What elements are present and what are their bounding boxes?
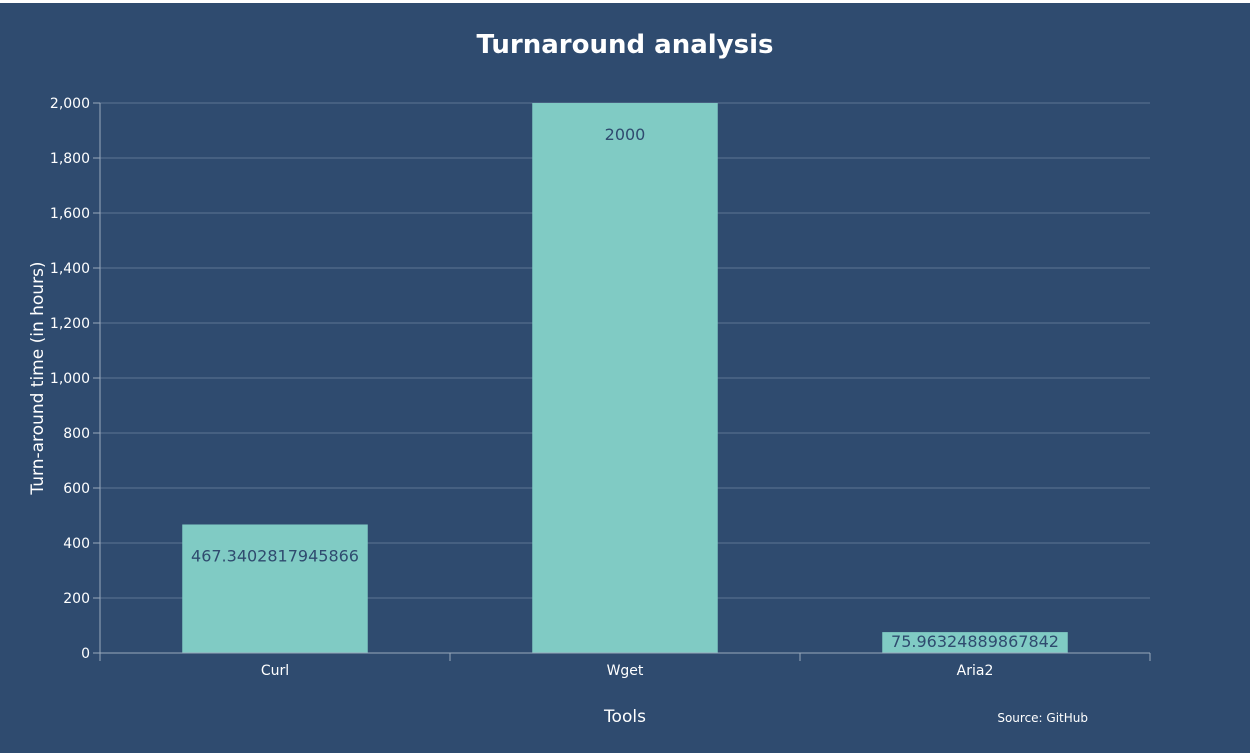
bar-chart: Turnaround analysis 0 200 400 600 800 1,000 1,… — [28, 30, 1151, 727]
y-tick-label: 600 — [63, 481, 90, 497]
x-tick-label: Wget — [607, 663, 644, 679]
x-tick-label: Curl — [261, 663, 289, 679]
y-tick-label: 800 — [63, 426, 90, 442]
x-axis-ticks: Curl Wget Aria2 — [99, 653, 1151, 679]
data-label: 2000 — [605, 125, 646, 144]
y-tick-label: 1,000 — [50, 371, 90, 387]
chart-title: Turnaround analysis — [477, 30, 774, 60]
data-label: 75.96324889867842 — [891, 632, 1059, 651]
y-tick-label: 400 — [63, 536, 90, 552]
y-tick-label: 1,200 — [50, 316, 90, 332]
y-tick-label: 200 — [63, 591, 90, 607]
y-tick-label: 2,000 — [50, 96, 90, 112]
y-tick-label: 0 — [81, 646, 90, 662]
y-axis-title: Turn-around time (in hours) — [28, 261, 48, 495]
y-tick-label: 1,400 — [50, 261, 90, 277]
y-tick-label: 1,800 — [50, 151, 90, 167]
data-label: 467.3402817945866 — [191, 546, 359, 565]
y-tick-label: 1,600 — [50, 206, 90, 222]
bar-wget[interactable] — [532, 103, 718, 653]
x-axis-title: Tools — [603, 707, 646, 727]
chart-area: Turnaround analysis 0 200 400 600 800 1,000 1,… — [0, 3, 1250, 753]
bars — [182, 103, 1068, 653]
source-credit: Source: GitHub — [997, 711, 1088, 725]
x-tick-label: Aria2 — [957, 663, 994, 679]
y-axis-ticks: 0 200 400 600 800 1,000 1,200 1,400 1,600 1,800 2,… — [50, 96, 100, 662]
data-labels: 467.3402817945866 2000 75.96324889867842 — [191, 125, 1059, 651]
bar-curl[interactable] — [182, 524, 368, 653]
bar-aria2[interactable] — [882, 632, 1068, 653]
